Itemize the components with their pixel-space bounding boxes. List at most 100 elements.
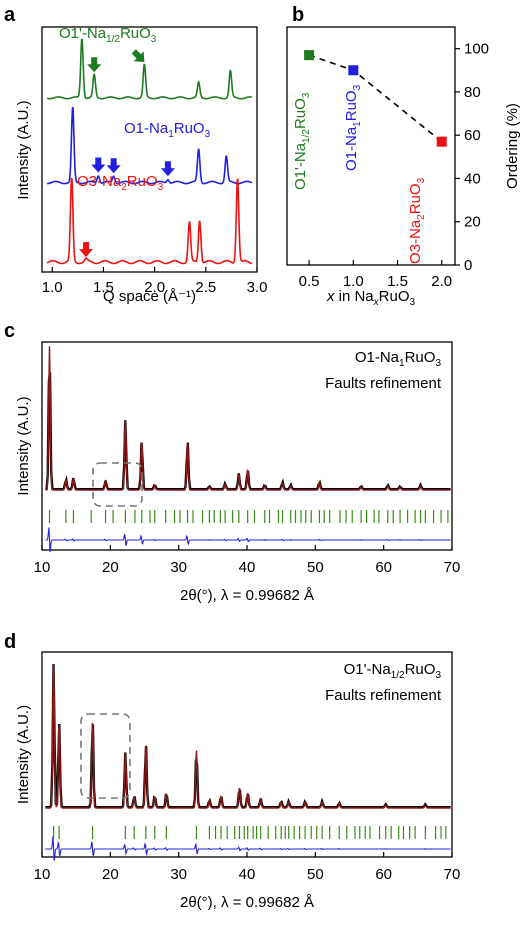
xrd-pattern-line-1: [47, 106, 253, 185]
point-label-1-sub2: 3: [352, 84, 363, 90]
x-tick-label-a-2: 2.0: [144, 279, 165, 296]
x-tick-label-c-2: 30: [170, 559, 187, 576]
peak-arrow-icon: [87, 57, 102, 73]
y-tick-label-b-1: 20: [464, 214, 481, 231]
point-label-0: O1'-Na1/2RuO3: [292, 92, 312, 190]
series-label-2-part1: O3-Na: [77, 173, 122, 190]
x-axis-label-b-text2: RuO: [379, 288, 410, 305]
series-label-1-part1: O1-Na: [124, 120, 169, 137]
calculated-pattern: [45, 664, 451, 809]
peak-arrow-shape: [79, 242, 94, 258]
title-part2: RuO: [405, 661, 436, 678]
x-tick-label-d-6: 70: [444, 866, 461, 883]
panel-letter-b: b: [292, 4, 304, 26]
series-label-1: O1-Na1RuO3: [124, 120, 211, 140]
trend-line: [308, 54, 443, 143]
x-tick-label-d-4: 50: [307, 866, 324, 883]
y-tick-label-b-5: 100: [464, 41, 489, 58]
point-label-0-sub2: 3: [301, 92, 312, 98]
title-sub1: 1/2: [391, 670, 405, 681]
x-tick-label-d-5: 60: [375, 866, 392, 883]
panel-letter-a: a: [4, 4, 16, 26]
x-axis-label-b-sub: x: [373, 297, 380, 308]
xrd-pattern-line-2: [46, 177, 253, 265]
y-tick-label-b-3: 60: [464, 127, 481, 144]
xrd-pattern-line-0: [46, 38, 253, 100]
panel-a-frame: [41, 26, 258, 273]
x-axis-label-b-var: x: [326, 288, 335, 305]
peak-arrow-shape: [131, 49, 145, 62]
y-axis-label-b: Ordering (%): [504, 103, 521, 189]
difference-curve: [45, 527, 451, 553]
x-tick-label-b-1: 1.0: [343, 273, 364, 290]
panel-title-d: O1'-Na1/2RuO3: [344, 661, 442, 681]
x-tick-label-b-0: 0.5: [299, 273, 320, 290]
title-sub2: 3: [435, 670, 441, 681]
x-tick-label-c-5: 60: [375, 559, 392, 576]
x-axis-label-b-text: in Na: [334, 288, 374, 305]
x-tick-label-a-1: 1.5: [93, 279, 114, 296]
title-part2: RuO: [405, 349, 436, 366]
x-tick-label-d-0: 10: [34, 866, 51, 883]
title-sub1: 1: [399, 358, 405, 369]
point-label-2: O3-Na2RuO3: [407, 177, 427, 264]
point-label-2-sub1: 2: [416, 214, 427, 220]
panel-letter-d: d: [4, 631, 16, 653]
panel-c-frame: [41, 341, 453, 551]
panel-d-frame: [41, 651, 453, 858]
series-label-1-sub2: 3: [205, 129, 211, 140]
series-label-2-part2: RuO: [127, 173, 158, 190]
series-label-0-sub2: 3: [151, 34, 157, 45]
series-label-0-sub1: 1/2: [106, 34, 120, 45]
peak-arrow-icon: [106, 158, 121, 174]
y-tick-label-b-4: 80: [464, 84, 481, 101]
series-label-2-sub2: 3: [158, 182, 164, 193]
panel-b-frame: [286, 26, 456, 266]
x-tick-label-d-1: 20: [102, 866, 119, 883]
title-part1: O1'-Na: [344, 661, 392, 678]
y-axis-label-d: Intensity (A.U.): [15, 705, 32, 804]
calculated-pattern: [45, 346, 451, 491]
x-tick-label-a-0: 1.0: [42, 279, 63, 296]
title-part1: O1-Na: [355, 349, 400, 366]
data-point-2: [436, 136, 447, 147]
x-tick-label-b-3: 2.0: [431, 273, 452, 290]
y-tick-label-b-2: 40: [464, 170, 481, 187]
y-axis-label-a: Intensity (A.U.): [15, 100, 32, 199]
peak-arrow-icon: [131, 49, 145, 62]
x-tick-label-c-6: 70: [444, 559, 461, 576]
x-axis-label-a: Q space (Å⁻¹): [103, 288, 196, 305]
series-label-1-sub1: 1: [168, 129, 174, 140]
x-tick-label-a-4: 3.0: [247, 279, 268, 296]
series-label-1-part2: RuO: [174, 120, 205, 137]
panel-subtitle-d: Faults refinement: [325, 687, 442, 704]
x-tick-label-b-2: 1.5: [387, 273, 408, 290]
x-tick-label-a-3: 2.5: [195, 279, 216, 296]
highlight-box: [92, 462, 143, 507]
peak-arrow-shape: [106, 158, 121, 174]
y-axis-label-c: Intensity (A.U.): [15, 396, 32, 495]
peak-arrow-shape: [87, 57, 102, 73]
x-tick-label-c-4: 50: [307, 559, 324, 576]
x-tick-label-c-3: 40: [239, 559, 256, 576]
x-axis-label-d: 2θ(°), λ = 0.99682 Å: [180, 894, 314, 911]
point-label-1-sub1: 1: [352, 121, 363, 127]
difference-curve: [45, 836, 451, 861]
point-label-1-part1: O1-Na: [343, 126, 360, 171]
series-label-0-part2: RuO: [120, 25, 151, 42]
x-tick-label-c-0: 10: [34, 559, 51, 576]
peak-arrow-shape: [91, 157, 106, 173]
data-point-1: [348, 65, 359, 76]
x-tick-label-d-3: 40: [239, 866, 256, 883]
panel-letter-c: c: [4, 320, 15, 342]
peak-arrow-icon: [91, 157, 106, 173]
point-label-2-part1: O3-Na: [407, 219, 424, 264]
point-label-2-part2: RuO: [407, 183, 424, 214]
peak-arrow-icon: [160, 161, 175, 177]
observed-pattern: [45, 664, 451, 809]
series-label-2-sub1: 2: [121, 182, 127, 193]
title-sub2: 3: [435, 358, 441, 369]
x-axis-label-c: 2θ(°), λ = 0.99682 Å: [180, 587, 314, 604]
point-label-0-part2: RuO: [292, 98, 309, 129]
